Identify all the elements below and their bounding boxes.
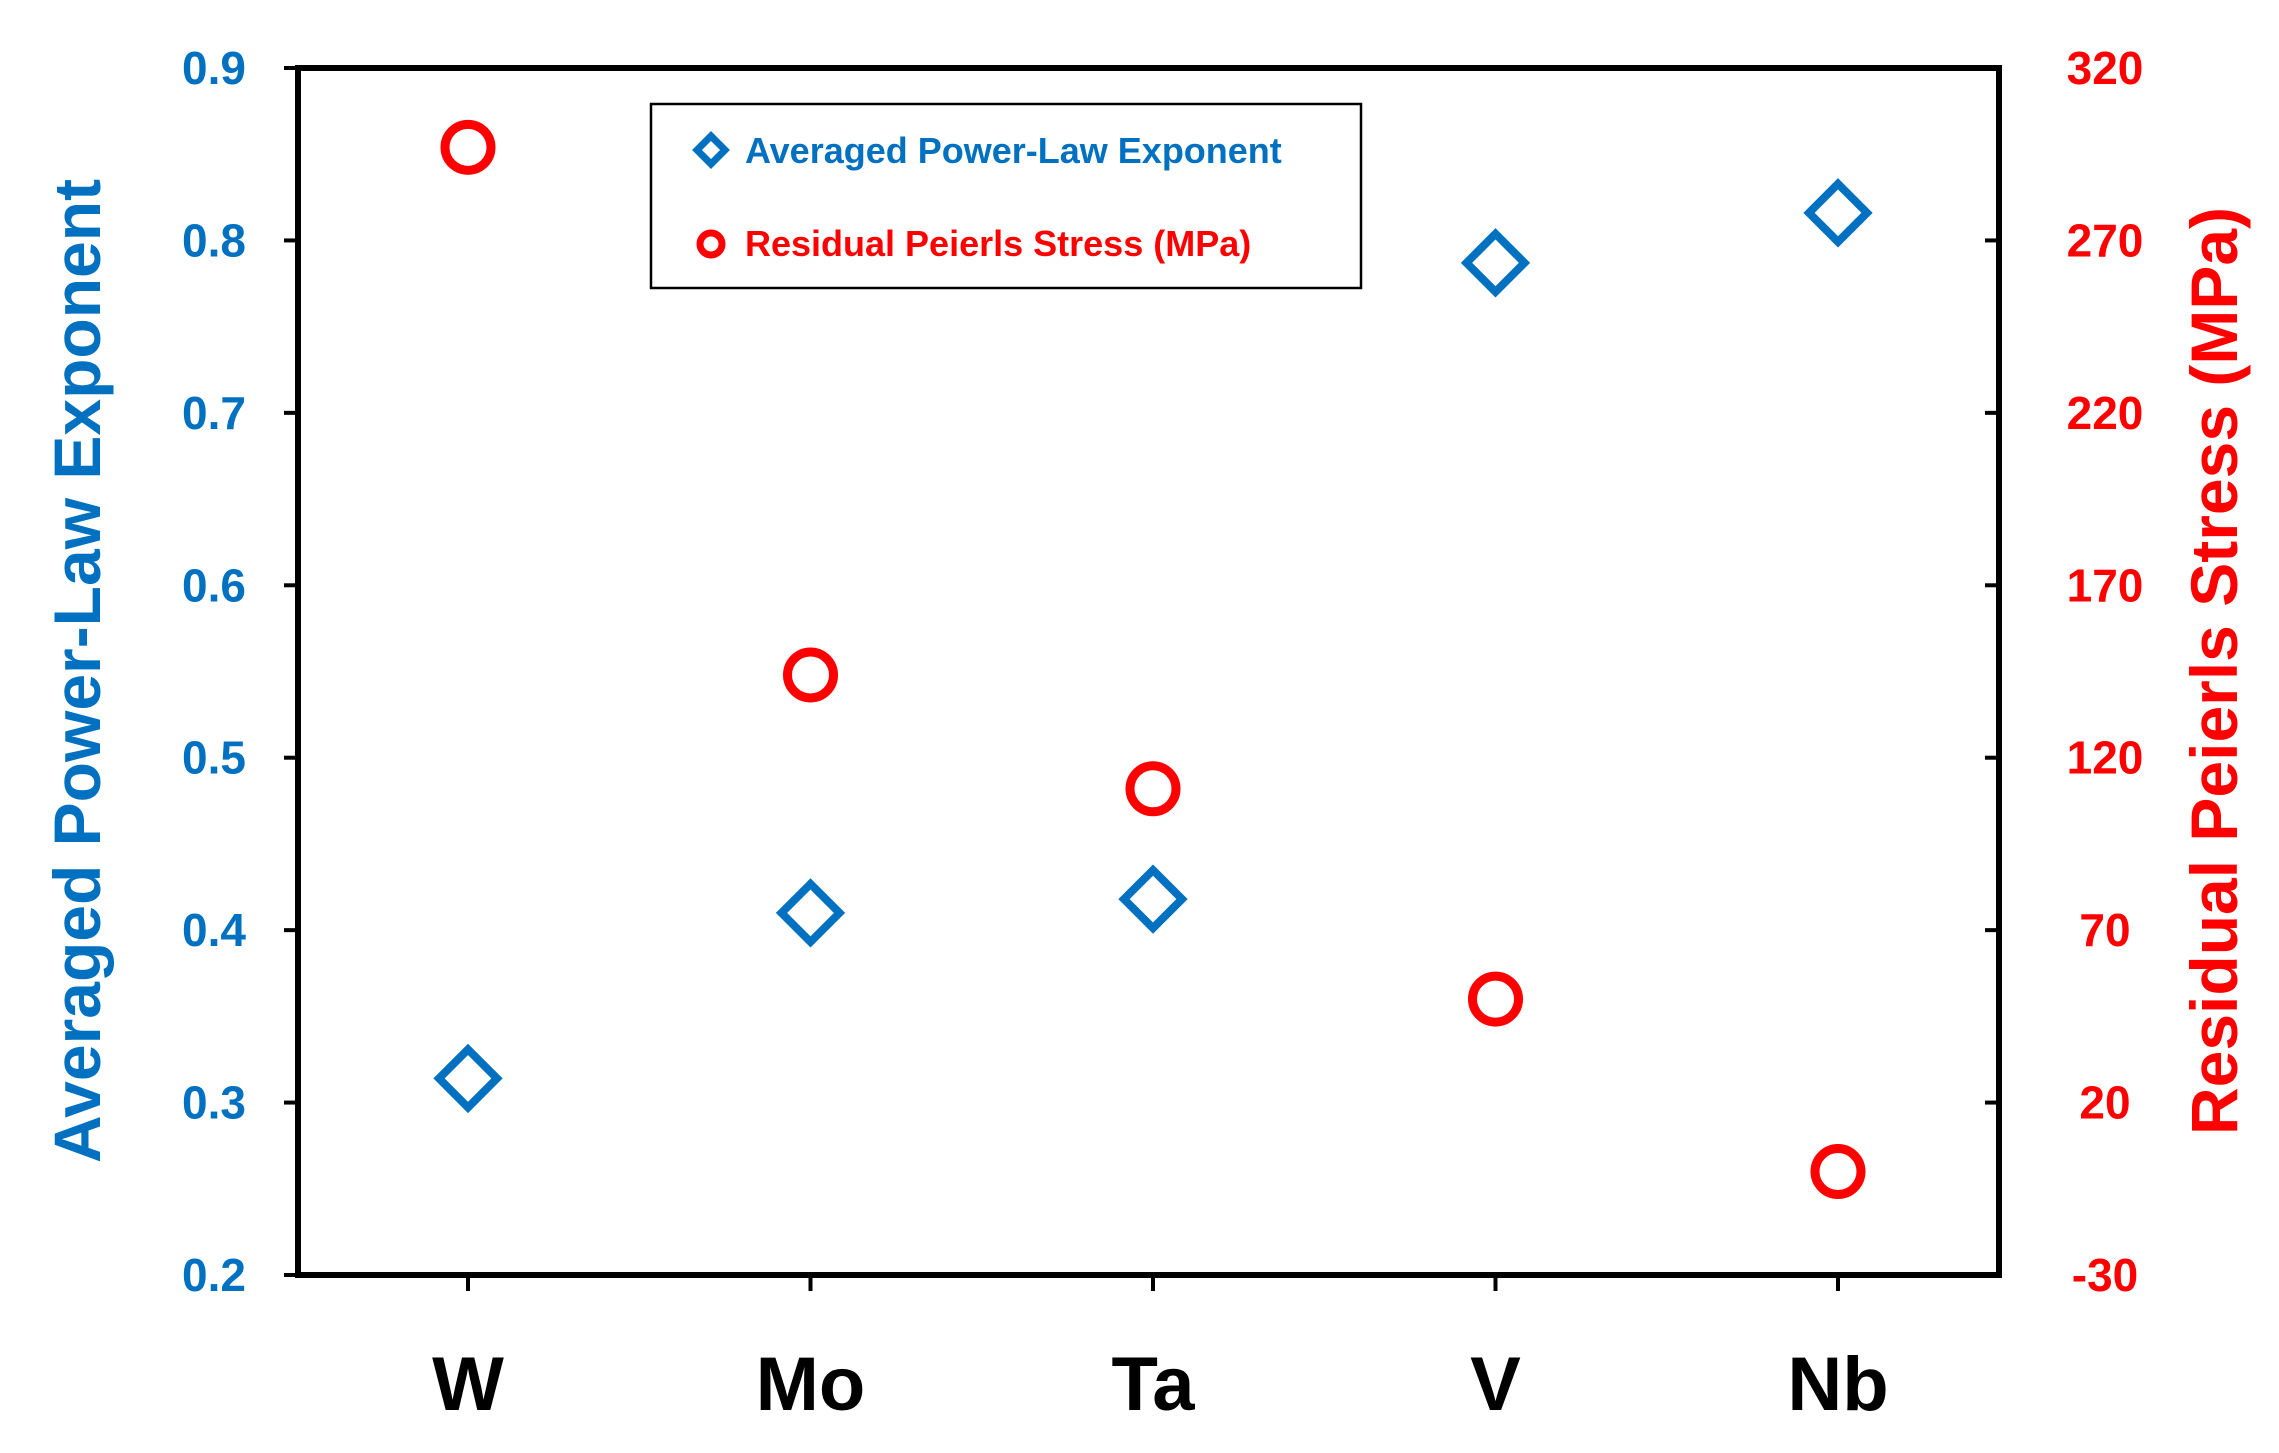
right-tick-label: 70 [2079, 904, 2130, 956]
legend-box [649, 102, 1363, 290]
diamond-point-nb [1803, 178, 1873, 248]
legend-diamond-marker [692, 131, 730, 169]
left-tick-label: 0.5 [182, 732, 246, 784]
left-tick-label: 0.8 [182, 214, 246, 266]
circle-point-mo [783, 647, 838, 703]
x-axis: W Mo Ta V Nb [432, 1275, 1889, 1427]
right-tick-label: -30 [2072, 1249, 2138, 1301]
x-tick-label: V [1470, 1342, 1521, 1427]
circle-point-nb [1810, 1144, 1866, 1200]
x-tick-label: Nb [1787, 1342, 1888, 1427]
data-marks [433, 119, 1873, 1200]
right-tick-label: 270 [2067, 214, 2144, 266]
diamond-point-v [1460, 228, 1531, 298]
circle-point-ta [1125, 761, 1181, 817]
diamond-point-ta [1118, 864, 1188, 934]
circle-point-v [1468, 971, 1523, 1027]
left-tick-label: 0.9 [182, 42, 246, 94]
x-tick-label: W [432, 1342, 504, 1427]
left-axis-title: Averaged Power-Law Exponent [40, 179, 114, 1163]
right-tick-label: 20 [2079, 1077, 2130, 1129]
x-tick-label: Ta [1111, 1342, 1195, 1427]
right-tick-label: 320 [2067, 42, 2144, 94]
circle-point-w [440, 119, 496, 175]
legend-label-stress: Residual Peierls Stress (MPa) [745, 223, 1251, 264]
legend-label-exponent: Averaged Power-Law Exponent [745, 130, 1282, 171]
right-axis-title: Residual Peierls Stress (MPa) [2177, 207, 2251, 1135]
plot-area [295, 65, 2002, 1278]
diamond-point-mo [775, 878, 846, 948]
diamond-point-w [433, 1043, 503, 1114]
left-axis: 0.2 0.3 0.4 0.5 0.6 0.7 0.8 0.9 [182, 42, 298, 1301]
right-tick-label: 170 [2067, 559, 2144, 611]
right-axis: -30 20 70 120 170 220 270 320 [1985, 42, 2143, 1301]
left-tick-label: 0.3 [182, 1077, 246, 1129]
legend-circle-marker [696, 229, 726, 259]
left-tick-label: 0.6 [182, 559, 246, 611]
left-tick-label: 0.7 [182, 387, 246, 439]
left-tick-label: 0.4 [182, 904, 246, 956]
legend: Averaged Power-Law Exponent Residual Pei… [649, 102, 1363, 290]
left-tick-label: 0.2 [182, 1249, 246, 1301]
right-tick-label: 120 [2067, 732, 2144, 784]
x-tick-label: Mo [756, 1342, 866, 1427]
right-tick-label: 220 [2067, 387, 2144, 439]
